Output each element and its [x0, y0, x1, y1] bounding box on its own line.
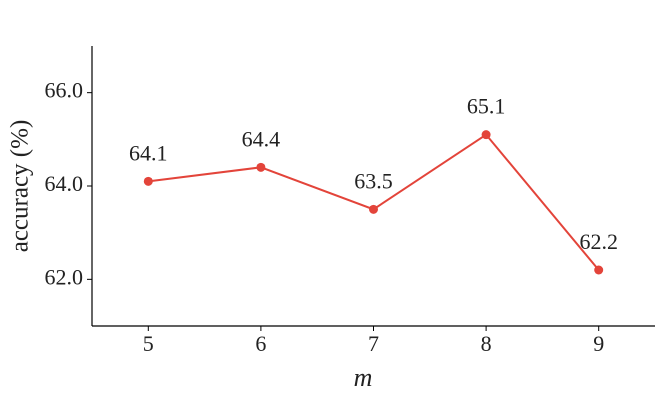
data-label: 65.1	[467, 94, 506, 119]
y-tick-label: 66.0	[45, 78, 84, 103]
line	[148, 133, 600, 271]
point	[256, 162, 266, 172]
y-tick-label: 62.0	[45, 264, 84, 289]
x-tick-label: 7	[368, 331, 379, 356]
x-tick-label: 8	[481, 331, 492, 356]
x-axis-label: m	[354, 363, 373, 392]
point	[594, 265, 604, 275]
x-tick-label: 5	[143, 331, 154, 356]
data-label: 64.1	[129, 140, 168, 165]
point	[481, 130, 491, 140]
x-tick-label: 6	[255, 331, 266, 356]
data-label: 64.4	[242, 126, 281, 151]
data-label: 62.2	[579, 229, 618, 254]
y-tick-label: 64.0	[45, 171, 84, 196]
y-axis-label: accuracy (%)	[7, 120, 34, 253]
x-tick-label: 9	[593, 331, 604, 356]
data-label: 63.5	[354, 168, 393, 193]
point	[369, 204, 378, 214]
point	[143, 176, 153, 186]
